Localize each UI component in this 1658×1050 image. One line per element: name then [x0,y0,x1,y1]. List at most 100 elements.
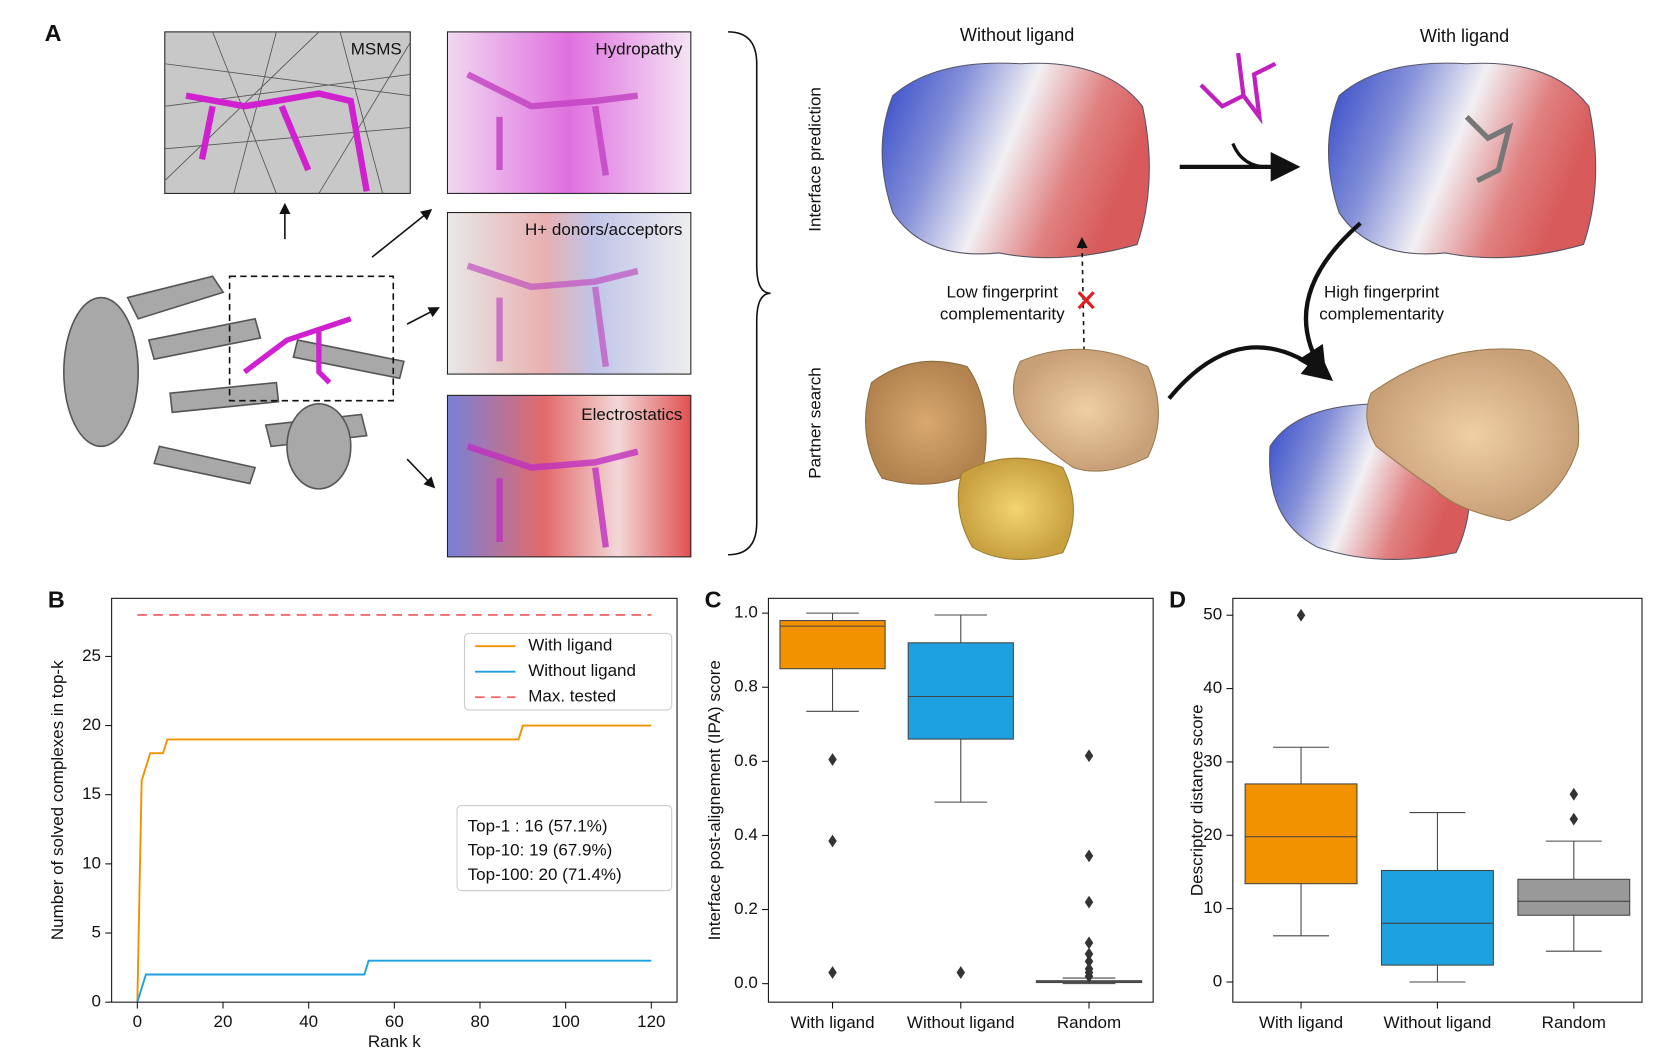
panel-label: C [705,587,722,613]
inset-label: Hydropathy [595,39,682,58]
column-title: Without ligand [960,25,1074,45]
inset-label: H+ donors/acceptors [525,220,682,239]
y-tick-label: 25 [82,646,101,665]
y-axis-label: Descriptor distance score [1187,704,1206,896]
outlier [956,966,966,979]
y-tick-label: 0 [92,992,101,1011]
inset-label: Electrostatics [581,405,682,424]
x-tick-label: With ligand [1259,1013,1343,1032]
y-tick-label: 50 [1203,605,1222,624]
legend-label: Max. tested [528,687,616,706]
y-tick-label: 10 [1203,898,1222,917]
x-tick-label: Random [1542,1013,1606,1032]
panel-label: B [48,587,65,613]
axes-frame [767,597,1154,1003]
cross [1077,291,1095,310]
complex-partner [1366,348,1580,522]
x-tick-label: Without ligand [1384,1013,1492,1032]
box [779,620,886,670]
y-tick-label: 0.6 [734,751,758,770]
partner-surface [865,360,987,485]
x-tick-label: With ligand [790,1013,874,1032]
line [136,724,652,1003]
x-axis-label: Rank k [368,1032,421,1050]
box [907,642,1014,740]
y-tick-label: 0.0 [734,973,758,992]
legend-box [463,632,673,711]
inset-hydropathy: Hydropathy [446,31,692,194]
note-line: Low fingerprint [946,283,1058,302]
inset-msms: MSMS [164,31,411,194]
outlier [1084,936,1094,950]
panel-label: A [45,20,62,46]
y-tick-label: 20 [1203,825,1222,844]
partner-surface [1012,348,1159,472]
legend-label: With ligand [528,636,612,655]
protein-cartoon [63,275,405,490]
x-tick-label: Random [1057,1013,1121,1032]
y-tick-label: 40 [1203,678,1222,697]
y-tick-label: 0.8 [734,677,758,696]
y-tick-label: 0 [1213,971,1222,990]
y-tick-label: 15 [82,784,101,803]
surface-unbound [881,62,1150,259]
outlier [828,834,837,848]
x-tick-label: 100 [551,1012,579,1031]
annotation-box [456,805,673,892]
outlier [828,753,837,766]
annotation: Top-10: 19 (67.9%) [468,841,613,860]
row-title: Interface prediction [806,87,825,232]
line [136,959,652,1003]
note-line: High fingerprint [1324,283,1440,302]
brace [728,31,771,556]
outlier [1084,955,1094,968]
column-title: With ligand [1420,26,1509,46]
note: Low fingerprint complementarity [940,283,1065,324]
arrow [1231,142,1276,169]
inset-electrostatics: Electrostatics [446,394,692,558]
x-tick-label: 0 [133,1012,142,1031]
partner-surface [957,457,1074,560]
panel-label: D [1169,587,1186,613]
axes-frame [1232,597,1643,1003]
outlier [1084,749,1094,763]
arrow [1297,221,1362,377]
x-tick-label: 80 [471,1012,490,1031]
y-axis-label: Number of solved complexes in top-k [48,660,67,940]
x-tick-label: 120 [637,1012,665,1031]
inset-hbond: H+ donors/acceptors [446,212,692,375]
x-tick-label: Without ligand [907,1013,1015,1032]
axes-frame [111,597,678,1003]
box [1517,878,1631,916]
ligand-bound [1464,115,1514,184]
ligand [1199,52,1277,125]
inset-label: MSMS [351,39,402,58]
box [1380,869,1494,966]
surface-bound [1327,62,1597,259]
arrows [279,202,440,489]
zoom-box [228,275,395,402]
y-tick-label: 10 [82,853,101,872]
outlier [1569,812,1579,826]
x-tick-label: 60 [385,1012,404,1031]
note: High fingerprint complementarity [1319,283,1444,324]
outlier [828,966,837,979]
outlier [1084,895,1094,909]
row-title: Partner search [806,367,825,479]
annotation: Top-1 : 16 (57.1%) [468,816,608,835]
y-tick-label: 0.4 [734,825,758,844]
y-tick-label: 30 [1203,751,1222,770]
note-line: complementarity [1319,305,1444,324]
outlier [1296,608,1306,622]
outlier [1084,947,1094,961]
outlier [1084,849,1094,863]
note-line: complementarity [940,305,1065,324]
legend-label: Without ligand [528,661,636,680]
y-tick-label: 0.2 [734,899,758,918]
y-tick-label: 1.0 [734,603,758,622]
y-tick-label: 5 [92,923,101,942]
annotation: Top-100: 20 (71.4%) [468,865,622,884]
x-tick-label: 20 [214,1012,233,1031]
box [1244,783,1358,885]
